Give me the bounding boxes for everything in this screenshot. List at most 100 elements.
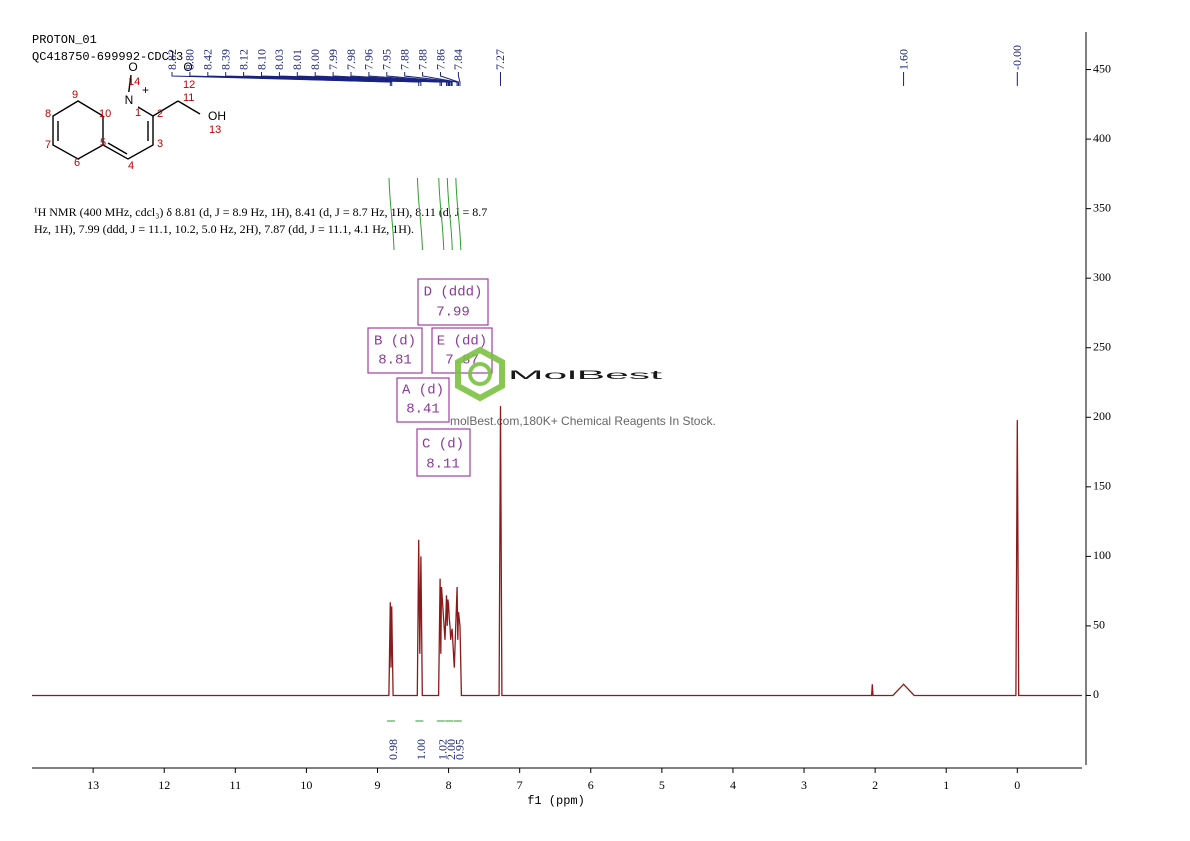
integral-label: 0.95 — [453, 739, 467, 760]
description: ¹H NMR (400 MHz, cdcl₃) δ 8.81 (d, J = 8… — [34, 205, 487, 219]
multiplet-box — [367, 327, 423, 374]
multiplet-boxes: D (ddd) 7.99 B (d) 8.81 E (dd) 7.87 A (d… — [367, 278, 493, 477]
integral-curve — [388, 177, 395, 251]
x-tick-label: 7 — [517, 778, 523, 792]
peak-label-line — [368, 72, 452, 86]
atom-number: 4 — [128, 160, 134, 172]
peak-label-line — [225, 72, 422, 86]
atom-number: 5 — [100, 137, 106, 149]
peak-label: 7.99 — [326, 49, 340, 70]
x-tick-label: 1 — [943, 778, 949, 792]
watermark-text: molBest.com,180K+ Chemical Reagents In S… — [450, 414, 716, 428]
header: PROTON_01 — [32, 33, 97, 47]
multiplet-shift: 8.11 — [426, 457, 460, 473]
integral-label: 1.00 — [414, 739, 428, 760]
peak-label: 7.95 — [380, 49, 394, 70]
atom-number: 9 — [72, 89, 78, 101]
ring — [102, 100, 154, 160]
multiplet-box — [416, 428, 471, 477]
integral-curve — [455, 177, 462, 251]
atom: O — [183, 60, 192, 74]
multiplet-box — [431, 327, 493, 374]
peak-label-line — [278, 72, 447, 86]
peak-label-line — [314, 72, 450, 86]
atom-number: 6 — [74, 157, 80, 169]
peak-label: 8.00 — [308, 49, 322, 70]
atom-number: 8 — [45, 108, 51, 120]
logo — [455, 346, 505, 402]
atom: OH — [208, 109, 226, 123]
integral-label: 0.98 — [386, 739, 400, 760]
peak-label: 1.60 — [896, 49, 910, 70]
x-tick-label: 13 — [87, 778, 99, 792]
description: Hz, 1H), 7.99 (ddd, J = 11.1, 10.2, 5.0 … — [34, 222, 414, 236]
y-tick-label: 0 — [1093, 687, 1099, 701]
peak-label-line — [350, 72, 451, 86]
y-tick-label: 350 — [1093, 200, 1111, 214]
watermark-logo: MolBest — [508, 368, 664, 382]
peak-label-line — [386, 72, 453, 86]
peak-label: 8.03 — [272, 49, 286, 70]
multiplet-name: B (d) — [374, 334, 416, 350]
logo — [468, 362, 492, 386]
peak-label-line — [332, 72, 450, 86]
y-tick-label: 450 — [1093, 61, 1111, 75]
peak-label: 7.84 — [451, 49, 465, 70]
integral-label: 2.00 — [444, 739, 458, 760]
x-tick-label: 0 — [1014, 778, 1020, 792]
atom-number: 10 — [99, 108, 111, 120]
multiplet-box — [417, 278, 489, 326]
multiplet-name: A (d) — [402, 383, 444, 399]
multiplet-name: D (ddd) — [424, 285, 483, 301]
atom: O — [128, 60, 137, 74]
ring — [52, 100, 104, 160]
y-tick-label: 50 — [1093, 618, 1105, 632]
x-tick-label: 2 — [872, 778, 878, 792]
peak-label: 7.88 — [397, 49, 411, 70]
peak-label-line — [189, 72, 393, 86]
y-tick-label: 100 — [1093, 548, 1111, 562]
peak-label-line — [171, 72, 391, 86]
peak-label: 7.27 — [493, 49, 507, 70]
bond — [177, 100, 201, 115]
atom: N — [125, 93, 134, 107]
bond — [152, 100, 179, 117]
peak-label: 7.88 — [415, 49, 429, 70]
peak-label-line — [243, 72, 441, 86]
x-tick-label: 5 — [659, 778, 665, 792]
x-tick-label: 8 — [446, 778, 452, 792]
atom-number: 12 — [183, 79, 195, 91]
multiplet-shift: 8.41 — [406, 402, 440, 418]
peak-label: 8.10 — [254, 49, 268, 70]
y-tick-label: 200 — [1093, 409, 1111, 423]
x-tick-label: 6 — [588, 778, 594, 792]
atom-number: 2 — [157, 108, 163, 120]
x-tick-label: 4 — [730, 778, 736, 792]
peak-label-line — [261, 72, 442, 86]
peak-label: 8.39 — [218, 49, 232, 70]
watermark: MolBest molBest.com,180K+ Chemical Reage… — [450, 346, 716, 428]
spectrum — [32, 406, 1082, 697]
x-tick-label: 12 — [158, 778, 170, 792]
atom-number: 11 — [183, 92, 194, 104]
atom-number: 14 — [128, 76, 140, 88]
integral-curve — [416, 177, 423, 251]
peak-label: 8.42 — [201, 49, 215, 70]
peak-label: 8.01 — [290, 49, 304, 70]
multiplet-name: E (dd) — [437, 334, 487, 350]
x-tick-label: 3 — [801, 778, 807, 792]
peak-label-line — [440, 72, 460, 86]
multiplet-box — [396, 377, 450, 423]
peak-label: 7.86 — [433, 49, 447, 70]
peak-label-line — [422, 72, 458, 86]
x-tick-label: 9 — [374, 778, 380, 792]
atom-number: 1 — [135, 107, 141, 119]
y-tick-label: 250 — [1093, 339, 1111, 353]
peak-label: 7.98 — [344, 49, 358, 70]
y-tick-label: 400 — [1093, 131, 1111, 145]
peak-label-line — [207, 72, 420, 86]
y-tick-label: 150 — [1093, 479, 1111, 493]
peak-label: -0.00 — [1010, 45, 1024, 70]
peak-label: 8.12 — [236, 49, 250, 70]
